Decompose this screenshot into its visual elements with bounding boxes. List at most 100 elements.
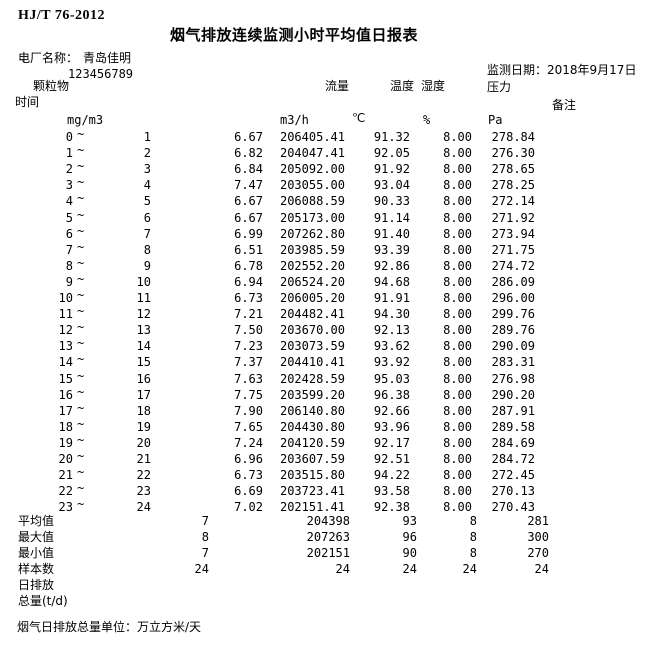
flow-cell: 202428.59 [279, 371, 345, 386]
flow-cell: 203073.59 [279, 339, 345, 354]
temp-cell: 93.92 [373, 355, 410, 370]
flow-cell: 204430.80 [279, 419, 345, 434]
hour-end-cell: 3 [143, 162, 151, 177]
temp-cell: 96.38 [373, 387, 410, 402]
hour-start-cell: 0 [65, 130, 73, 144]
tilde-separator: ~ [77, 368, 85, 383]
hour-end-cell: 18 [136, 403, 151, 418]
remark-column-header: 备注 [552, 98, 577, 112]
temp-cell: 92.51 [373, 452, 410, 466]
pressure-cell: 290.20 [491, 387, 535, 402]
report-title: 烟气排放连续监测小时平均值日报表 [170, 26, 419, 44]
humidity-cell: 8.00 [443, 258, 472, 273]
dust-cell: 7.37 [234, 355, 263, 370]
hour-end-cell: 21 [136, 452, 151, 466]
dust-cell: 6.69 [234, 484, 263, 499]
dust-cell: 6.67 [234, 130, 263, 144]
pressure-cell: 274.72 [491, 258, 535, 273]
tilde-separator: ~ [77, 400, 85, 415]
table-row: 14 ~15 7.37 204410.41 93.92 8.00 283.31 [0, 353, 650, 371]
humidity-cell: 8.00 [443, 468, 472, 483]
temp-cell: 92.13 [373, 323, 410, 338]
table-row: 2 ~3 6.84 205092.00 91.92 8.00 278.65 [0, 160, 650, 178]
humidity-cell: 8.00 [443, 403, 472, 418]
dust-cell: 7.21 [234, 307, 263, 322]
dust-cell: 7.47 [234, 178, 263, 193]
temp-unit: ℃ [352, 111, 366, 125]
stat-temp-cell: 96 [402, 530, 417, 544]
temp-column-header: 温度 [390, 79, 415, 93]
stat-dust-cell: 8 [201, 530, 209, 544]
stat-flow-cell: 24 [335, 562, 350, 576]
hour-end-cell: 20 [136, 435, 151, 450]
tilde-separator: ~ [77, 175, 85, 190]
hour-start-cell: 22 [58, 484, 73, 499]
temp-cell: 93.96 [373, 419, 410, 434]
plant-name-value: 青岛佳明 [83, 51, 132, 65]
humidity-cell: 8.00 [443, 323, 472, 338]
stat-temp-cell: 93 [402, 514, 417, 528]
dust-cell: 6.99 [234, 226, 263, 241]
temp-cell: 93.58 [373, 484, 410, 499]
stat-row: 样本数 24 24 24 24 24 [0, 562, 650, 578]
pressure-cell: 283.31 [491, 355, 535, 370]
hour-start-cell: 9 [65, 274, 73, 289]
hour-start-cell: 12 [58, 323, 73, 338]
table-row: 23 ~24 7.02 202151.41 92.38 8.00 270.43 [0, 498, 650, 516]
hour-start-cell: 1 [65, 146, 73, 161]
temp-cell: 92.86 [373, 258, 410, 273]
tilde-separator: ~ [77, 465, 85, 480]
pressure-cell: 289.58 [491, 419, 535, 434]
dust-cell: 7.65 [234, 419, 263, 434]
stat-pressure-cell: 270 [527, 546, 549, 560]
humidity-unit: % [423, 113, 431, 127]
stat-flow-cell: 207263 [306, 530, 350, 544]
table-row: 4 ~5 6.67 206088.59 90.33 8.00 272.14 [0, 192, 650, 210]
pressure-cell: 290.09 [491, 339, 535, 354]
pressure-cell: 271.75 [491, 242, 535, 257]
temp-cell: 93.04 [373, 178, 410, 193]
tilde-separator: ~ [77, 336, 85, 351]
flow-cell: 207262.80 [279, 226, 345, 241]
time-column-header: 时间 [15, 95, 40, 109]
temp-cell: 91.91 [373, 291, 410, 305]
dust-cell: 6.67 [234, 210, 263, 225]
temp-cell: 90.33 [373, 194, 410, 209]
pressure-cell: 299.76 [491, 307, 535, 322]
temp-cell: 92.38 [373, 500, 410, 515]
hour-start-cell: 16 [58, 387, 73, 402]
temp-cell: 94.30 [373, 307, 410, 322]
dust-cell: 7.63 [234, 371, 263, 386]
dust-cell: 6.51 [234, 242, 263, 257]
dust-cell: 7.23 [234, 339, 263, 354]
hour-end-cell: 12 [136, 307, 151, 322]
stat-label: 最大值 [18, 530, 55, 544]
table-row: 1 ~2 6.82 204047.41 92.05 8.00 276.30 [0, 144, 650, 162]
humidity-cell: 8.00 [443, 162, 472, 177]
pressure-cell: 278.84 [491, 130, 535, 144]
temp-cell: 92.05 [373, 146, 410, 161]
table-row: 19 ~20 7.24 204120.59 92.17 8.00 284.69 [0, 433, 650, 452]
hour-end-cell: 22 [136, 468, 151, 483]
flow-cell: 204047.41 [279, 146, 345, 161]
pressure-cell: 278.25 [491, 178, 535, 193]
humidity-cell: 8.00 [443, 419, 472, 434]
tilde-separator: ~ [77, 255, 85, 270]
stat-row: 最小值 7 202151 90 8 270 [0, 546, 650, 562]
temp-cell: 93.39 [373, 242, 410, 257]
dust-column-header: 颗粒物 [33, 79, 70, 93]
stat-humidity-cell: 8 [469, 546, 477, 560]
pressure-cell: 286.09 [491, 274, 535, 289]
dust-cell: 7.75 [234, 387, 263, 402]
hour-start-cell: 13 [58, 339, 73, 354]
flow-cell: 204120.59 [279, 435, 345, 450]
hour-end-cell: 24 [136, 500, 151, 515]
stat-row: 总量(t/d) [0, 594, 650, 610]
table-row: 3 ~4 7.47 203055.00 93.04 8.00 278.25 [0, 175, 650, 194]
stat-label: 最小值 [18, 546, 55, 560]
hour-end-cell: 1 [143, 130, 151, 144]
stat-dust-cell: 7 [201, 514, 209, 528]
humidity-cell: 8.00 [443, 307, 472, 322]
table-row: 8 ~9 6.78 202552.20 92.86 8.00 274.72 [0, 255, 650, 275]
hour-start-cell: 21 [58, 468, 73, 483]
